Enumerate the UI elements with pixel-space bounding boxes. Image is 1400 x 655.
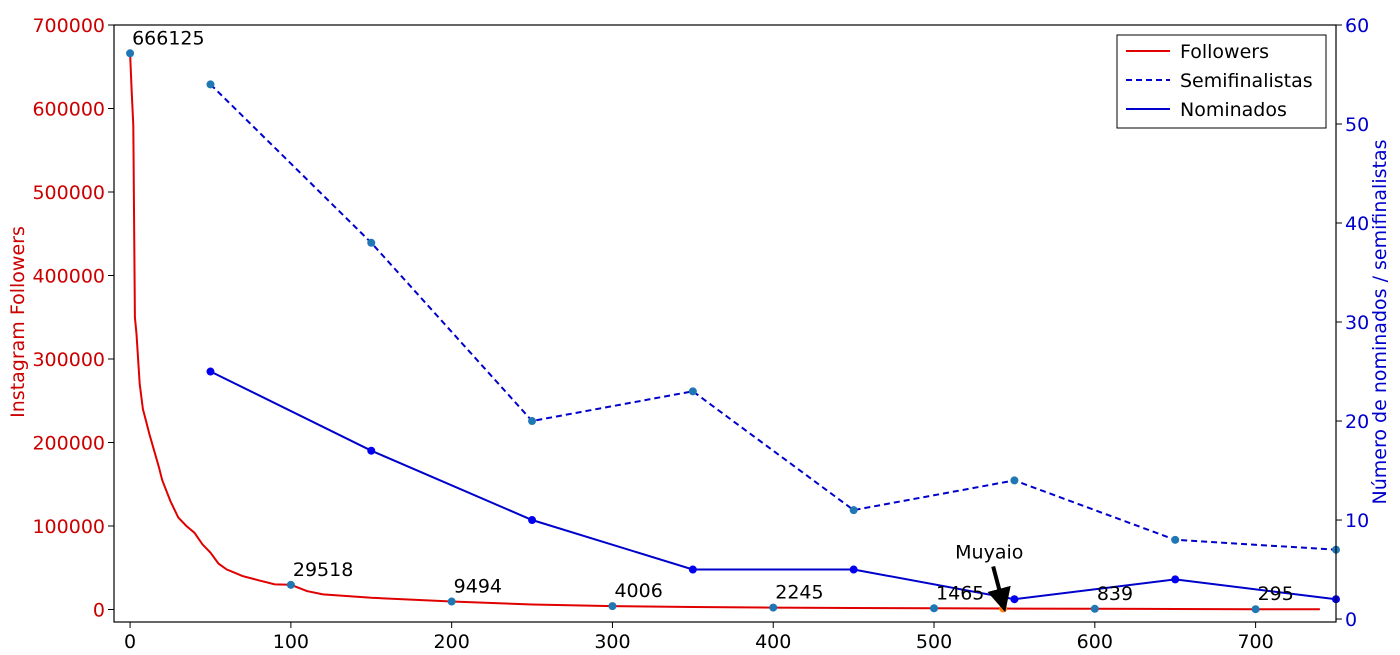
point-nominados-3 [688,565,697,574]
y-left-tick-label-4: 400000 [32,265,105,287]
point-followers-0 [126,49,135,58]
y-left-tick-label-2: 200000 [32,432,105,454]
x-tick-label-0: 0 [124,631,136,653]
point-followers-6 [1090,604,1099,613]
point-nominados-1 [367,446,376,455]
point-followers-2 [447,597,456,606]
highlight-arrow [987,565,1011,613]
y-right-tick-label-5: 50 [1345,114,1369,136]
x-tick-label-4: 400 [755,631,791,653]
data-label-4: 2245 [775,582,823,604]
data-label-3: 4006 [614,580,662,602]
y-left-axis-title: Instagram Followers [7,226,29,418]
legend-label-followers: Followers [1180,41,1269,63]
point-followers-5 [930,604,939,613]
point-semifinalistas-3 [688,387,697,396]
x-tick-label-6: 600 [1077,631,1113,653]
point-followers-7 [1251,605,1260,614]
point-nominados-6 [1171,575,1180,584]
x-tick-label-5: 500 [916,631,952,653]
y-right-tick-label-3: 30 [1345,312,1369,334]
point-semifinalistas-5 [1010,476,1019,485]
point-semifinalistas-1 [367,238,376,247]
data-label-1: 29518 [293,559,353,581]
point-followers-3 [608,602,617,611]
x-tick-label-1: 100 [273,631,309,653]
plot-area: 666125 29518 9494 4006 2245 1465 839 295 Muyaio [126,27,1340,614]
plot-frame [113,24,1337,623]
point-followers-1 [286,580,295,589]
y-right-tick-label-1: 10 [1345,510,1369,532]
y-right-tick-label-2: 20 [1345,411,1369,433]
data-label-6: 839 [1097,583,1133,605]
y-left-tick-label-6: 600000 [32,98,105,120]
legend-label-nominados: Nominados [1180,99,1287,121]
data-label-2: 9494 [454,576,502,598]
y-left-tick-label-0: 0 [93,599,105,621]
y-left-tick-label-5: 500000 [32,182,105,204]
highlight-label: Muyaio [955,541,1023,563]
y-left-tick-label-7: 700000 [32,15,105,37]
data-label-7: 295 [1258,583,1294,605]
x-tick-label-2: 200 [434,631,470,653]
y-right-tick-label-4: 40 [1345,213,1369,235]
point-semifinalistas-2 [528,417,537,426]
y-right-tick-label-6: 60 [1345,15,1369,37]
y-right-axis-title: Número de nominados / semifinalistas [1369,140,1391,505]
series-line-followers [129,53,1320,611]
point-nominados-0 [206,367,215,376]
point-followers-4 [769,603,778,612]
data-label-0: 666125 [132,27,205,49]
point-nominados-5 [1010,595,1019,604]
axes: 0 100 200 300 400 500 600 700010000020000030000… [32,15,1369,653]
point-nominados-4 [849,565,858,574]
point-nominados-2 [528,516,537,525]
series-line-nominados [210,370,1337,601]
y-left-tick-label-3: 300000 [32,349,105,371]
point-semifinalistas-0 [206,80,215,89]
legend: Followers Semifinalistas Nominados [1116,34,1327,129]
legend-label-semifinalistas: Semifinalistas [1180,70,1313,92]
point-highlight [999,604,1008,613]
y-left-tick-label-1: 100000 [32,516,105,538]
x-tick-label-3: 300 [594,631,630,653]
x-tick-label-7: 700 [1237,631,1273,653]
point-semifinalistas-4 [849,506,858,515]
y-right-tick-label-0: 0 [1345,609,1357,631]
point-semifinalistas-6 [1171,535,1180,544]
series-line-semifinalistas [209,83,1337,551]
data-label-5: 1465 [936,582,984,604]
